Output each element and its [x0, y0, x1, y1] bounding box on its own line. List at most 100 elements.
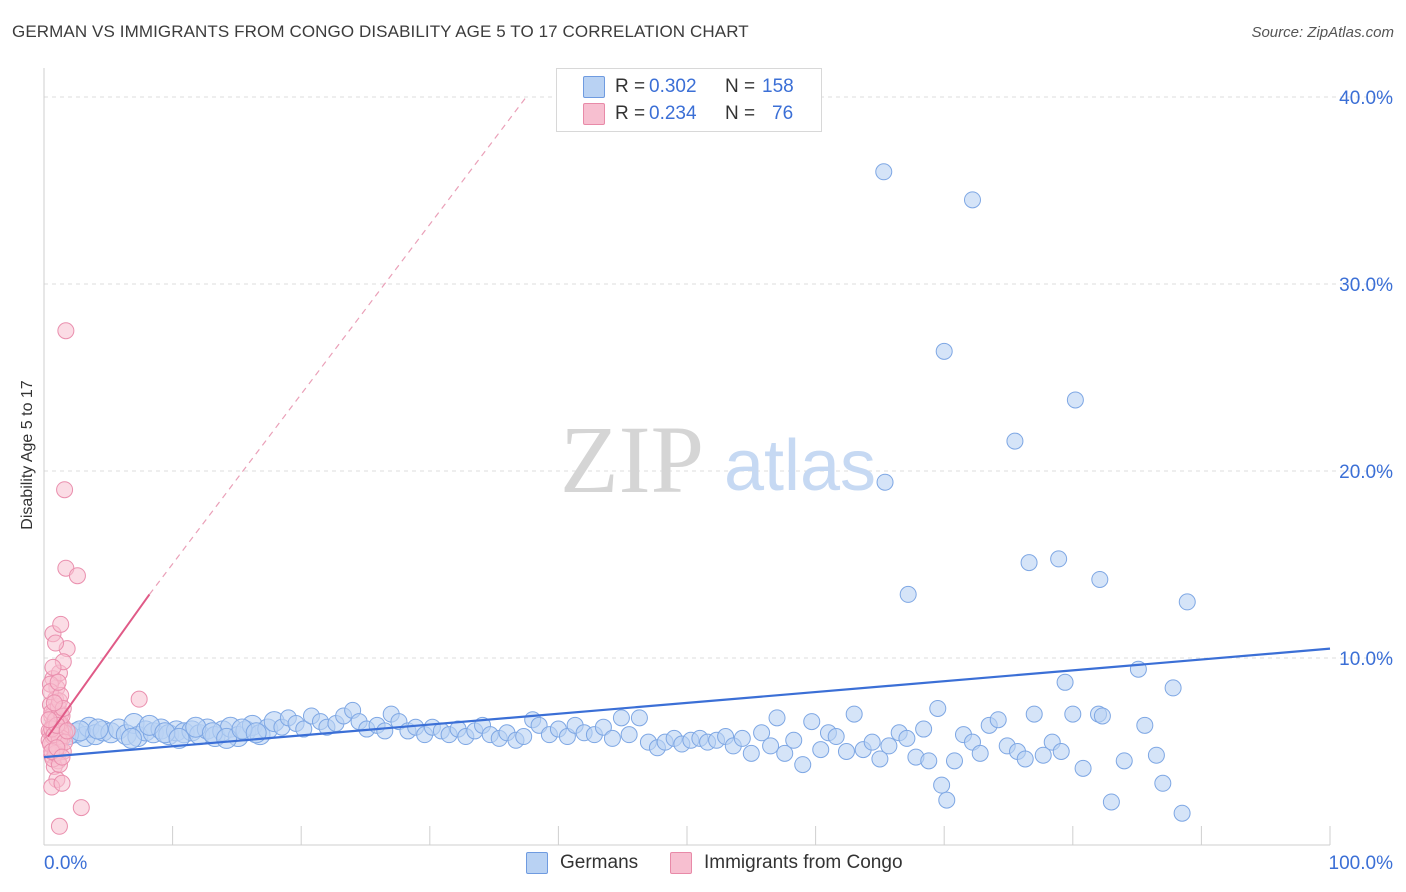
- legend-swatch-congo: [670, 852, 692, 874]
- germans-point: [929, 699, 947, 717]
- germans-point: [1115, 752, 1133, 770]
- legend-item-germans[interactable]: Germans: [526, 852, 638, 874]
- germans-point: [837, 743, 855, 760]
- legend-n-value: 158: [762, 76, 794, 97]
- germans-trend-line: [43, 647, 1331, 759]
- germans-point: [1154, 774, 1172, 792]
- legend-n-label: N =: [725, 103, 756, 124]
- germans-point: [827, 728, 845, 746]
- germans-point: [603, 729, 621, 747]
- legend-item-congo[interactable]: Immigrants from Congo: [670, 852, 903, 874]
- congo-trend-line: [47, 593, 151, 738]
- germans-point: [920, 752, 938, 770]
- germans-point: [938, 791, 956, 809]
- germans-point: [1164, 679, 1182, 697]
- germans-point: [753, 724, 771, 742]
- legend-n-label: N =: [725, 76, 756, 97]
- tick-labels: 10.0% 20.0% 30.0% 40.0% 0.0% 100.0%: [44, 88, 1393, 874]
- germans-point: [876, 473, 894, 491]
- watermark-zip: ZIP: [560, 406, 704, 513]
- congo-point: [58, 722, 76, 740]
- germans-point: [1025, 705, 1043, 723]
- germans-point: [945, 752, 963, 770]
- congo-points: [40, 322, 148, 835]
- legend-label-germans: Germans: [560, 852, 639, 873]
- x-tick-label: 100.0%: [1329, 853, 1394, 874]
- germans-point: [515, 728, 533, 746]
- legend-swatch-germans: [583, 76, 605, 98]
- legend-r-value: 0.234: [649, 103, 697, 124]
- germans-point: [1066, 391, 1084, 409]
- congo-point: [56, 481, 74, 499]
- y-tick-label: 20.0%: [1339, 462, 1393, 483]
- germans-point: [898, 729, 916, 747]
- germans-point: [933, 776, 951, 794]
- legend-stats: R = 0.302 N = 158 R = 0.234 N = 76: [556, 68, 822, 132]
- trend-lines: [43, 96, 1331, 759]
- germans-point: [1091, 570, 1109, 588]
- germans-point: [1093, 707, 1111, 725]
- germans-point: [863, 733, 881, 751]
- germans-point: [120, 727, 142, 749]
- germans-point: [1064, 705, 1082, 723]
- legend-r-label: R =: [615, 103, 646, 124]
- watermark: ZIP atlas: [560, 406, 876, 513]
- gridlines: [44, 96, 1394, 659]
- germans-point: [989, 711, 1007, 729]
- congo-trend-extension: [148, 96, 527, 595]
- congo-point: [53, 774, 71, 792]
- germans-point: [1050, 550, 1068, 568]
- watermark-atlas: atlas: [724, 426, 876, 506]
- germans-point: [1136, 716, 1154, 734]
- congo-point: [50, 817, 68, 835]
- legend-row-germans: R = 0.302 N = 158: [557, 74, 821, 100]
- y-tick-label: 10.0%: [1339, 649, 1393, 670]
- germans-point: [630, 709, 648, 727]
- germans-point: [1102, 793, 1120, 811]
- germans-point: [594, 718, 612, 736]
- germans-point: [899, 585, 917, 603]
- germans-point: [871, 750, 889, 768]
- germans-point: [87, 718, 109, 740]
- congo-point: [68, 567, 86, 585]
- congo-point: [72, 799, 90, 817]
- germans-point: [733, 729, 751, 747]
- germans-point: [762, 737, 780, 755]
- germans-point: [971, 744, 989, 762]
- germans-point: [216, 727, 238, 749]
- germans-point: [612, 709, 630, 727]
- y-tick-label: 40.0%: [1339, 88, 1393, 109]
- congo-point: [49, 673, 67, 691]
- x-tick-label: 0.0%: [44, 853, 87, 874]
- legend-swatch-germans: [526, 852, 548, 874]
- germans-point: [1147, 746, 1165, 764]
- germans-point: [1020, 554, 1038, 572]
- germans-point: [812, 741, 830, 759]
- germans-point: [776, 744, 794, 762]
- germans-point: [1074, 759, 1092, 777]
- germans-point: [875, 163, 893, 181]
- germans-point: [1034, 746, 1052, 764]
- germans-point: [880, 737, 898, 755]
- germans-point: [742, 744, 760, 762]
- germans-point: [845, 705, 863, 723]
- germans-point: [376, 722, 394, 740]
- legend-n-value: 76: [772, 103, 794, 124]
- germans-point: [1006, 432, 1024, 450]
- legend-row-congo: R = 0.234 N = 76: [557, 101, 821, 127]
- germans-point: [620, 726, 638, 744]
- legend-swatch-congo: [583, 103, 605, 125]
- y-tick-label: 30.0%: [1339, 275, 1393, 296]
- legend-r-label: R =: [615, 76, 646, 97]
- congo-point: [52, 615, 70, 633]
- congo-point: [47, 634, 65, 652]
- congo-point: [40, 711, 58, 729]
- germans-point: [935, 342, 953, 360]
- congo-point: [45, 694, 63, 712]
- germans-point: [1178, 593, 1196, 611]
- legend-r-value: 0.302: [649, 76, 697, 97]
- source-label: Source: ZipAtlas.com: [1251, 24, 1394, 41]
- germans-point: [1016, 750, 1034, 768]
- germans-point: [915, 720, 933, 738]
